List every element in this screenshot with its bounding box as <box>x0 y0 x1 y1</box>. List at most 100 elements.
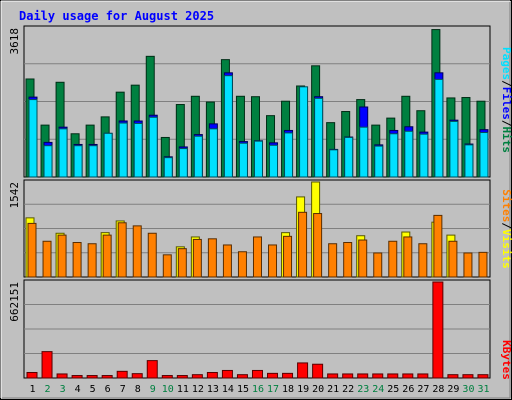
hits-bar-pages-30 <box>464 144 474 178</box>
hits-bar-pages-26 <box>404 130 414 178</box>
kbytes-bar-kbytes-5 <box>86 375 98 379</box>
hits-bar-pages-13 <box>208 128 218 178</box>
hits-bar-pages-2 <box>43 145 53 178</box>
x-label-5: 5 <box>90 384 96 395</box>
x-label-30: 30 <box>462 384 474 395</box>
visits-bar-sites-30 <box>463 252 473 278</box>
hits-bar-pages-10 <box>163 157 173 178</box>
x-label-13: 13 <box>207 384 219 395</box>
legend-middle: Sites/Visits <box>500 189 512 269</box>
kbytes-bar-kbytes-31 <box>477 374 489 379</box>
visits-bar-sites-14 <box>222 244 232 278</box>
visits-bar-sites-22 <box>343 241 353 278</box>
visits-bar-sites-10 <box>162 254 172 278</box>
legend-files: Files <box>500 87 512 120</box>
visits-bar-sites-28 <box>433 214 443 278</box>
hits-bar-pages-6 <box>103 132 113 178</box>
x-label-10: 10 <box>162 384 174 395</box>
visits-bar-sites-3 <box>57 234 67 278</box>
x-label-21: 21 <box>327 384 339 395</box>
kbytes-bar-kbytes-14 <box>221 369 233 379</box>
hits-bar-pages-18 <box>284 132 294 178</box>
x-label-16: 16 <box>252 384 264 395</box>
kbytes-bar-kbytes-27 <box>417 373 429 379</box>
legend-top: Pages/Files/Hits <box>500 47 512 153</box>
hits-bar-pages-17 <box>269 144 279 178</box>
x-label-19: 19 <box>297 384 309 395</box>
hits-bar-pages-19 <box>299 86 309 178</box>
x-label-8: 8 <box>135 384 141 395</box>
kbytes-bar-kbytes-7 <box>116 370 128 379</box>
x-label-4: 4 <box>75 384 81 395</box>
kbytes-bar-kbytes-8 <box>131 373 143 379</box>
kbytes-bar-kbytes-13 <box>206 371 218 379</box>
visits-bar-sites-19 <box>298 211 308 278</box>
visits-bar-sites-2 <box>42 240 52 278</box>
visits-bar-sites-1 <box>27 222 37 278</box>
hits-bar-pages-3 <box>58 128 68 178</box>
x-label-17: 17 <box>267 384 279 395</box>
kbytes-bar-kbytes-2 <box>41 351 53 379</box>
hits-bar-pages-16 <box>253 140 263 178</box>
kbytes-bar-kbytes-11 <box>176 375 188 379</box>
hits-bar-pages-22 <box>344 136 354 178</box>
x-label-23: 23 <box>357 384 369 395</box>
hits-bar-pages-23 <box>359 126 369 178</box>
x-label-28: 28 <box>432 384 444 395</box>
kbytes-bar-kbytes-18 <box>282 372 294 379</box>
kbytes-bar-kbytes-19 <box>297 362 309 379</box>
x-label-22: 22 <box>342 384 354 395</box>
visits-bar-sites-8 <box>132 225 142 278</box>
visits-bar-sites-12 <box>192 238 202 278</box>
x-label-11: 11 <box>177 384 189 395</box>
kbytes-bar-kbytes-21 <box>327 373 339 379</box>
legend-sep-2: / <box>500 120 512 127</box>
hits-bar-pages-5 <box>88 145 98 178</box>
legend-sep-1: / <box>500 80 512 87</box>
kbytes-bar-kbytes-26 <box>402 373 414 379</box>
visits-bar-sites-13 <box>207 238 217 278</box>
visits-bar-sites-7 <box>117 222 127 278</box>
hits-bar-pages-31 <box>479 132 489 178</box>
visits-bar-sites-16 <box>252 236 262 278</box>
kbytes-bar-kbytes-25 <box>387 373 399 379</box>
hits-bar-pages-29 <box>449 120 459 178</box>
kbytes-max-label: 662151 <box>8 282 21 322</box>
x-label-26: 26 <box>402 384 414 395</box>
chart-title: Daily usage for August 2025 <box>19 9 214 23</box>
hits-bar-pages-24 <box>374 145 384 178</box>
visits-bar-sites-27 <box>418 243 428 278</box>
visits-bar-sites-6 <box>102 234 112 278</box>
kbytes-bar-kbytes-30 <box>462 374 474 379</box>
visits-bar-sites-24 <box>373 252 383 278</box>
kbytes-bar-kbytes-29 <box>447 374 459 379</box>
x-label-7: 7 <box>120 384 126 395</box>
hits-bar-pages-21 <box>329 149 339 178</box>
kbytes-bar-kbytes-17 <box>267 372 279 379</box>
hits-bar-pages-15 <box>238 142 248 178</box>
visits-bar-sites-25 <box>388 240 398 278</box>
hits-bar-pages-27 <box>419 133 429 178</box>
x-label-24: 24 <box>372 384 384 395</box>
x-label-1: 1 <box>30 384 36 395</box>
legend-hits: Hits <box>500 127 512 154</box>
visits-bar-sites-20 <box>313 213 323 278</box>
hits-bar-pages-4 <box>73 145 83 178</box>
hits-bar-pages-20 <box>314 97 324 178</box>
hits-bar-pages-1 <box>28 99 38 178</box>
kbytes-bar-kbytes-28 <box>432 281 444 379</box>
x-label-18: 18 <box>282 384 294 395</box>
kbytes-bar-kbytes-16 <box>251 369 263 379</box>
x-label-9: 9 <box>150 384 156 395</box>
legend-pages: Pages <box>500 47 512 80</box>
visits-bar-sites-31 <box>478 251 488 278</box>
visits-bar-sites-26 <box>403 236 413 278</box>
x-label-15: 15 <box>237 384 249 395</box>
chart-panels: 3618 1542 662151 <box>8 25 491 379</box>
kbytes-bar-kbytes-12 <box>191 374 203 379</box>
hits-bar-pages-28 <box>434 78 444 178</box>
x-axis-labels: 1 2 3 4 5 6 7 8 9 10 11 12 13 14 15 16 17 18 19 20 21 22 23 24 2… <box>30 384 490 395</box>
kbytes-bar-kbytes-6 <box>101 375 113 379</box>
kbytes-bar-kbytes-1 <box>26 371 38 379</box>
